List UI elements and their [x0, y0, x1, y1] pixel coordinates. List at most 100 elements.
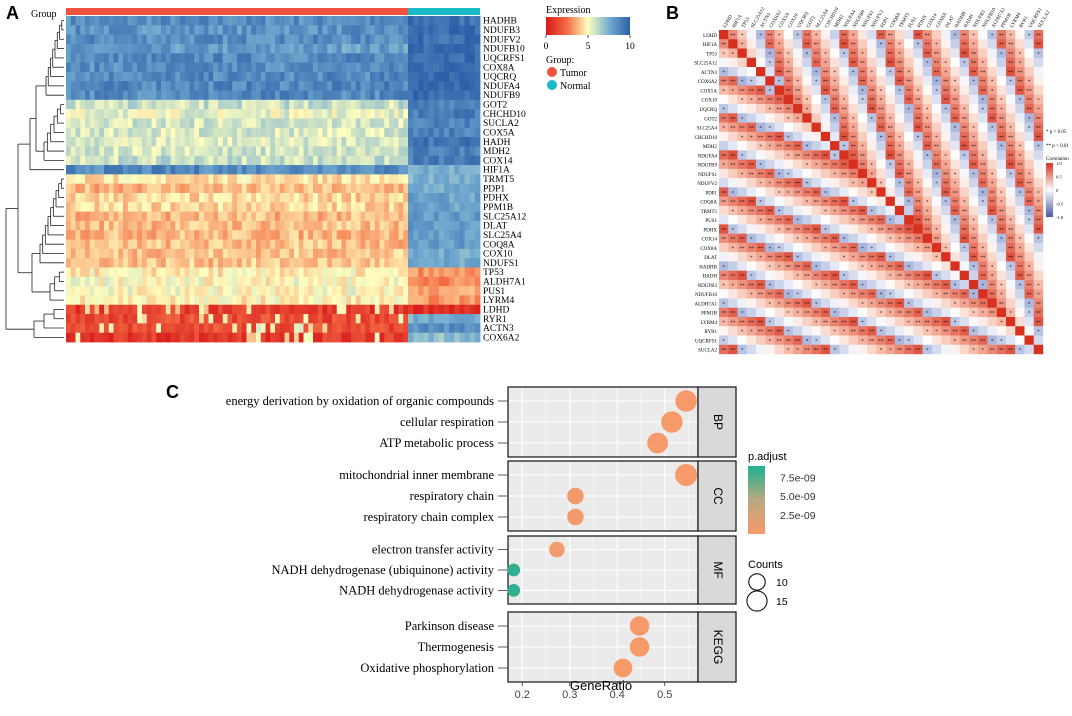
heat-cell: [123, 25, 129, 36]
heat-cell: [332, 53, 338, 63]
heat-cell: [137, 258, 143, 268]
corr-cell: [959, 279, 970, 290]
heat-cell: [370, 332, 376, 343]
corr-cell: [811, 252, 822, 262]
heat-cell: [275, 295, 281, 306]
corr-cell: [746, 252, 757, 262]
heat-cell: [156, 53, 162, 63]
heat-cell: [151, 109, 157, 119]
sig-mark: **: [832, 108, 838, 113]
heat-cell: [165, 332, 171, 343]
heat-cell: [438, 137, 445, 147]
heat-cell: [156, 304, 162, 315]
heat-cell: [208, 118, 214, 129]
heat-cell: [279, 332, 285, 343]
corr-cell: [1015, 141, 1025, 151]
heat-cell: [99, 71, 105, 82]
heat-cell: [308, 146, 314, 157]
heat-cell: [346, 53, 352, 63]
heat-cell: [346, 183, 352, 194]
heat-cell: [413, 109, 419, 119]
heat-cell: [208, 304, 214, 315]
heat-cell: [170, 71, 176, 82]
heat-cell: [227, 146, 233, 157]
corr-cell: [746, 122, 757, 133]
sig-mark: *: [787, 173, 790, 178]
heat-cell: [151, 127, 157, 138]
heat-cell: [379, 220, 385, 231]
heat-cell: [308, 109, 314, 119]
heat-cell: [317, 239, 323, 250]
corr-cell: [922, 131, 933, 142]
sig-mark: **: [897, 164, 903, 169]
heat-cell: [317, 118, 323, 129]
heat-cell: [118, 258, 124, 268]
corr-cell: [922, 85, 933, 95]
heat-cell: [454, 174, 460, 185]
sig-mark: **: [767, 173, 773, 178]
corr-cell: [857, 131, 868, 142]
heat-cell: [132, 314, 138, 324]
heat-cell: [423, 25, 429, 36]
heat-cell: [237, 183, 243, 194]
heat-cell: [137, 323, 143, 334]
heat-cell: [313, 276, 319, 287]
sig-mark: *: [982, 191, 985, 196]
sig-mark: *: [861, 302, 864, 307]
sig-mark: *: [880, 182, 883, 187]
heat-cell: [94, 118, 100, 129]
sig-mark: **: [1036, 127, 1042, 132]
heat-cell: [413, 146, 419, 157]
heat-cell: [389, 220, 395, 231]
heat-cell: [403, 155, 409, 166]
sig-mark: *: [954, 80, 957, 85]
heat-cell: [213, 304, 219, 315]
heat-cell: [294, 71, 300, 82]
heat-cell: [317, 53, 323, 63]
heat-cell: [346, 192, 352, 203]
sig-mark: **: [980, 71, 986, 76]
heat-cell: [218, 202, 224, 212]
corr-cell: [774, 270, 784, 281]
heat-cell: [294, 295, 300, 306]
heat-cell: [104, 118, 110, 129]
corr-cell: [820, 39, 831, 49]
corr-cell: [950, 39, 960, 49]
heat-cell: [464, 230, 471, 240]
heat-cell: [184, 109, 190, 119]
corr-cell: [867, 76, 877, 86]
heat-cell: [379, 323, 385, 334]
heat-cell: [289, 314, 295, 324]
sig-mark: *: [870, 173, 873, 178]
heat-cell: [189, 202, 195, 212]
corr-cell: [1033, 131, 1044, 142]
heat-cell: [403, 34, 409, 45]
heat-cell: [294, 183, 300, 194]
heat-cell: [418, 248, 424, 259]
corr-cell: [830, 85, 840, 95]
corr-cell: [719, 57, 729, 68]
sig-mark: *: [759, 164, 762, 169]
heat-cell: [194, 127, 200, 138]
heat-cell: [294, 192, 300, 203]
sig-mark: *: [861, 52, 864, 57]
heat-cell: [270, 286, 276, 296]
heat-cell: [142, 239, 148, 250]
heat-cell: [384, 127, 390, 138]
heat-cell: [341, 314, 347, 324]
heat-cell: [85, 155, 91, 166]
corr-cell: [950, 57, 960, 68]
corr-cell: [876, 113, 886, 123]
sig-mark: **: [906, 173, 912, 178]
heat-cell: [418, 16, 424, 26]
heat-cell: [70, 211, 76, 222]
heat-cell: [384, 137, 390, 147]
corr-cell: [774, 141, 784, 151]
sig-mark: **: [1027, 89, 1033, 94]
sig-mark: *: [778, 80, 781, 85]
heat-cell: [351, 62, 357, 73]
sig-mark: **: [953, 99, 959, 104]
heat-cell: [327, 248, 333, 259]
heat-cell: [336, 304, 342, 315]
sig-mark: **: [888, 43, 894, 48]
